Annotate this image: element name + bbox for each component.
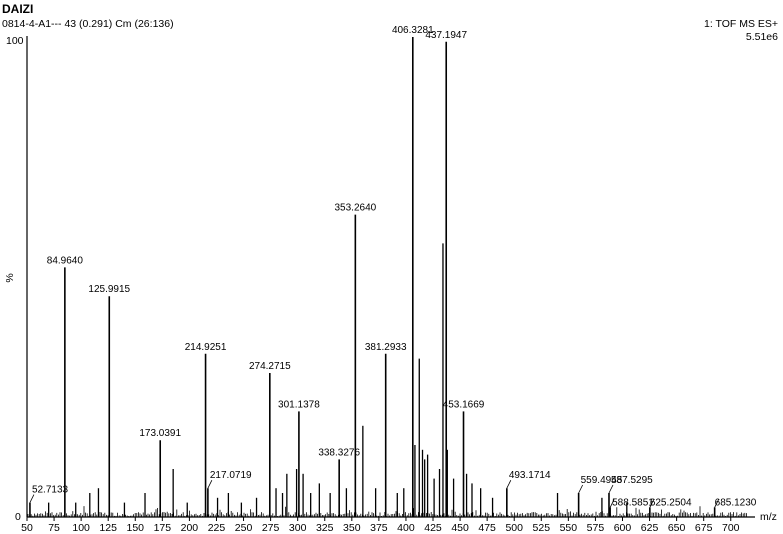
x-tick-label: 300	[289, 522, 307, 534]
sample-name: DAIZI	[2, 2, 33, 16]
x-tick-label: 550	[560, 522, 578, 534]
x-tick-label: 150	[127, 522, 145, 534]
x-tick-label: 275	[262, 522, 280, 534]
peak-label: 587.5295	[611, 475, 653, 486]
x-tick-label: 50	[21, 522, 33, 534]
x-tick-label: 575	[587, 522, 605, 534]
peak-label: 625.2504	[650, 497, 692, 508]
instrument-mode: 1: TOF MS ES+	[704, 18, 778, 30]
x-tick-label: 225	[208, 522, 226, 534]
peak-label: 353.2640	[334, 203, 376, 214]
x-axis-label: m/z	[760, 511, 777, 523]
label-leader	[608, 484, 614, 494]
x-tick-label: 325	[316, 522, 334, 534]
peak-labels: 52.7133 84.9640 125.9915 173.0391 214.9251 21…	[29, 25, 757, 508]
y-axis-label: %	[4, 273, 16, 282]
x-tick-label: 400	[397, 522, 415, 534]
peak-label: 84.9640	[47, 255, 84, 266]
x-tick-label: 125	[99, 522, 117, 534]
y-tick-label-0: 0	[15, 511, 21, 523]
label-leader	[29, 494, 35, 503]
x-tick-label: 475	[478, 522, 496, 534]
label-leader	[609, 499, 615, 508]
peak-label: 274.2715	[249, 361, 291, 372]
label-leader	[578, 484, 583, 494]
peak-label: 406.3281	[392, 25, 434, 36]
label-leader	[207, 480, 213, 489]
peak-label: 493.1714	[509, 470, 551, 481]
x-tick-label: 100	[72, 522, 90, 534]
x-tick-label: 500	[505, 522, 523, 534]
label-leader	[506, 480, 512, 489]
peak-label: 52.7133	[32, 485, 69, 496]
label-leader	[714, 499, 720, 508]
peak-label: 125.9915	[88, 284, 130, 295]
x-tick-label: 175	[154, 522, 172, 534]
peak-label: 453.1669	[443, 399, 485, 410]
x-tick-label: 425	[424, 522, 442, 534]
y-tick-label-100: 100	[6, 35, 24, 47]
intensity-max: 5.51e6	[746, 31, 778, 43]
peak-label: 588.5851	[612, 497, 654, 508]
x-tick-label: 450	[451, 522, 469, 534]
x-tick-label: 375	[370, 522, 388, 534]
x-tick-label: 600	[614, 522, 632, 534]
spectrum-peaks	[29, 37, 716, 517]
y-axis: 100 % 0	[4, 35, 28, 523]
peak-label: 559.4945	[581, 475, 623, 486]
peak-label: 301.1378	[278, 399, 320, 410]
peak-label: 685.1230	[715, 497, 757, 508]
x-tick-label: 650	[668, 522, 686, 534]
x-tick-label: 75	[48, 522, 60, 534]
x-tick-label: 200	[181, 522, 199, 534]
x-tick-label: 625	[641, 522, 659, 534]
scan-info: 0814-4-A1--- 43 (0.291) Cm (26:136)	[2, 18, 174, 30]
peak-label: 214.9251	[185, 342, 227, 353]
peak-label: 381.2933	[365, 342, 407, 353]
x-tick-label: 525	[533, 522, 551, 534]
peak-label: 437.1947	[425, 30, 467, 41]
peak-label: 173.0391	[139, 428, 181, 439]
peak-label: 217.0719	[210, 470, 252, 481]
x-tick-label: 700	[722, 522, 740, 534]
label-leader	[649, 499, 655, 508]
peak-label: 338.3276	[318, 447, 360, 458]
x-tick-label: 350	[343, 522, 361, 534]
x-tick-label: 250	[235, 522, 253, 534]
x-tick-label: 675	[695, 522, 713, 534]
